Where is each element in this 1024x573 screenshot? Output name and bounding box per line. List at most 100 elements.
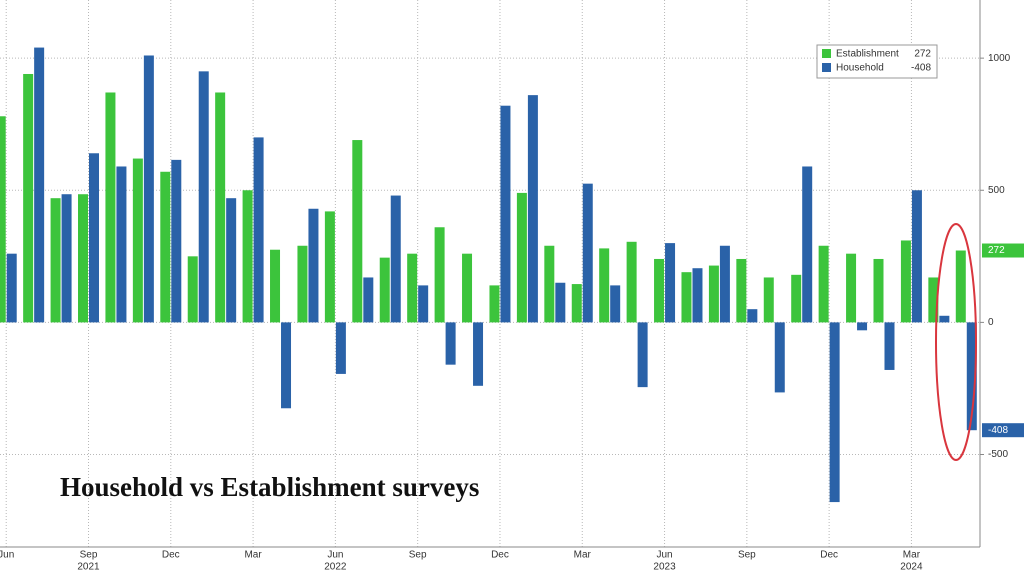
value-tag-label: 272 bbox=[988, 245, 1005, 256]
bar bbox=[955, 250, 966, 323]
bar bbox=[6, 253, 17, 323]
bar bbox=[160, 171, 171, 323]
x-tick-label: Mar bbox=[903, 550, 921, 561]
bar bbox=[582, 183, 593, 323]
bar bbox=[736, 258, 747, 323]
bar bbox=[900, 240, 911, 323]
bar bbox=[34, 47, 45, 323]
legend-value: 272 bbox=[914, 49, 931, 60]
bar bbox=[308, 208, 319, 323]
bar bbox=[23, 73, 34, 323]
bar bbox=[846, 253, 857, 323]
bar bbox=[665, 243, 676, 323]
bar bbox=[818, 245, 829, 323]
bar bbox=[116, 166, 127, 323]
highlight-ellipse bbox=[935, 223, 977, 461]
x-year-label: 2024 bbox=[900, 562, 923, 573]
bar bbox=[445, 322, 456, 365]
bar bbox=[434, 227, 445, 323]
bar bbox=[516, 192, 527, 323]
bar bbox=[802, 166, 813, 323]
legend-box bbox=[816, 44, 938, 79]
bar bbox=[763, 277, 774, 323]
x-tick-label: Mar bbox=[574, 550, 592, 561]
bar bbox=[105, 92, 116, 323]
bar bbox=[939, 315, 950, 323]
bar bbox=[637, 322, 648, 388]
bar bbox=[242, 190, 253, 323]
legend: Establishment 272 Household -408 bbox=[816, 44, 938, 79]
bar bbox=[774, 322, 785, 393]
bar bbox=[829, 322, 840, 503]
x-tick-label: Sep bbox=[738, 550, 756, 561]
bar bbox=[390, 195, 401, 323]
bar bbox=[61, 194, 72, 323]
bar bbox=[857, 322, 868, 331]
x-year-label: 2021 bbox=[77, 562, 100, 573]
bar bbox=[928, 277, 939, 323]
bar bbox=[462, 253, 473, 323]
bar bbox=[747, 309, 758, 323]
bar bbox=[544, 245, 555, 323]
value-tag bbox=[982, 243, 1024, 258]
legend-swatch bbox=[822, 63, 831, 72]
x-tick-label: Jun bbox=[327, 550, 343, 561]
bar bbox=[884, 322, 895, 370]
bar bbox=[352, 140, 363, 323]
bar bbox=[555, 282, 566, 323]
bar bbox=[654, 258, 665, 323]
x-tick-label: Dec bbox=[491, 550, 509, 561]
bar bbox=[198, 71, 209, 323]
legend-label: Household bbox=[836, 63, 884, 74]
bar bbox=[791, 274, 802, 323]
bar bbox=[324, 211, 335, 323]
annotation: Household vs Establishment surveys bbox=[60, 472, 479, 502]
y-tick-label: 500 bbox=[988, 185, 1005, 196]
bar bbox=[215, 92, 226, 323]
bar bbox=[89, 153, 100, 323]
bar bbox=[692, 268, 703, 323]
bar bbox=[50, 198, 61, 323]
y-tick-label: 0 bbox=[988, 317, 994, 328]
value-tag-label: -408 bbox=[988, 425, 1008, 436]
legend-value: -408 bbox=[911, 63, 931, 74]
bar bbox=[78, 194, 89, 323]
x-tick-label: Jun bbox=[656, 550, 672, 561]
y-tick-label: 1000 bbox=[988, 53, 1011, 64]
bar bbox=[719, 245, 730, 323]
bar bbox=[571, 284, 582, 323]
bar bbox=[253, 137, 264, 323]
bar bbox=[187, 256, 198, 323]
bar bbox=[132, 158, 143, 323]
bar bbox=[911, 190, 922, 323]
bar bbox=[708, 265, 719, 323]
bar bbox=[489, 285, 500, 323]
value-tag bbox=[982, 423, 1024, 438]
y-tick-label: -500 bbox=[988, 449, 1008, 460]
bar bbox=[0, 116, 6, 323]
bar bbox=[610, 285, 621, 323]
bar bbox=[626, 241, 637, 323]
x-year-label: 2023 bbox=[653, 562, 676, 573]
bar bbox=[281, 322, 292, 409]
x-tick-label: Dec bbox=[162, 550, 180, 561]
bar bbox=[873, 258, 884, 323]
bar bbox=[143, 55, 154, 323]
legend-label: Establishment bbox=[836, 49, 899, 60]
x-year-label: 2022 bbox=[324, 562, 347, 573]
x-tick-label: Sep bbox=[409, 550, 427, 561]
legend-swatch bbox=[822, 49, 831, 58]
bar bbox=[407, 253, 418, 323]
bar bbox=[297, 245, 308, 323]
bar bbox=[473, 322, 484, 386]
bar bbox=[226, 198, 237, 323]
bar bbox=[966, 322, 977, 431]
bar bbox=[418, 285, 429, 323]
bar bbox=[363, 277, 374, 323]
bar bbox=[335, 322, 346, 374]
bar bbox=[599, 248, 610, 323]
bar bbox=[527, 95, 538, 323]
bar bbox=[379, 257, 390, 323]
bar bbox=[171, 159, 182, 323]
